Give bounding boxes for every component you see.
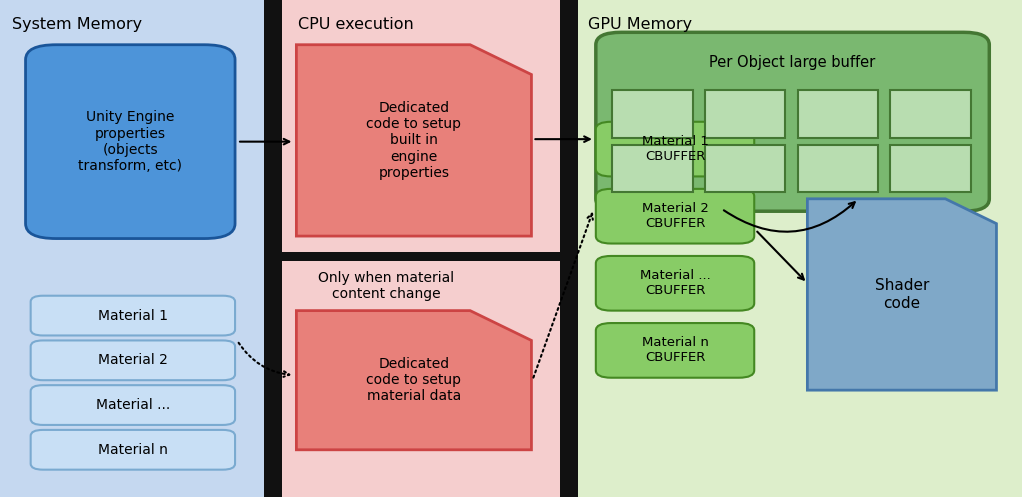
FancyBboxPatch shape bbox=[596, 189, 754, 244]
Text: Material n
CBUFFER: Material n CBUFFER bbox=[642, 336, 708, 364]
Text: Unity Engine
properties
(objects
transform, etc): Unity Engine properties (objects transfo… bbox=[79, 110, 182, 173]
Text: Dedicated
code to setup
built in
engine
properties: Dedicated code to setup built in engine … bbox=[367, 101, 461, 180]
FancyBboxPatch shape bbox=[31, 385, 235, 425]
Bar bbox=[612, 90, 693, 138]
Text: Material ...
CBUFFER: Material ... CBUFFER bbox=[640, 269, 710, 297]
Text: Material 1
CBUFFER: Material 1 CBUFFER bbox=[642, 135, 708, 163]
Text: Material 2: Material 2 bbox=[98, 353, 168, 367]
FancyBboxPatch shape bbox=[596, 323, 754, 378]
Text: Dedicated
code to setup
material data: Dedicated code to setup material data bbox=[367, 357, 461, 404]
FancyBboxPatch shape bbox=[31, 430, 235, 470]
Bar bbox=[282, 252, 560, 261]
Text: System Memory: System Memory bbox=[12, 17, 142, 32]
Bar bbox=[264, 0, 282, 497]
Text: Material 1: Material 1 bbox=[98, 309, 168, 323]
Bar bbox=[560, 0, 578, 497]
Bar bbox=[612, 145, 693, 192]
Bar bbox=[0, 0, 264, 497]
Bar bbox=[797, 90, 878, 138]
Text: Shader
code: Shader code bbox=[875, 278, 929, 311]
Text: GPU Memory: GPU Memory bbox=[588, 17, 692, 32]
Text: Material ...: Material ... bbox=[96, 398, 170, 412]
Text: Per Object large buffer: Per Object large buffer bbox=[709, 55, 876, 70]
Polygon shape bbox=[807, 199, 996, 390]
Text: Material 2
CBUFFER: Material 2 CBUFFER bbox=[642, 202, 708, 230]
Text: CPU execution: CPU execution bbox=[298, 17, 414, 32]
FancyBboxPatch shape bbox=[26, 45, 235, 239]
Bar bbox=[282, 0, 560, 252]
Bar bbox=[890, 145, 971, 192]
Text: Material n: Material n bbox=[98, 443, 168, 457]
Bar bbox=[890, 90, 971, 138]
Polygon shape bbox=[296, 45, 531, 236]
Bar bbox=[797, 145, 878, 192]
FancyBboxPatch shape bbox=[31, 340, 235, 380]
Bar bbox=[705, 90, 785, 138]
FancyBboxPatch shape bbox=[31, 296, 235, 335]
Polygon shape bbox=[296, 311, 531, 450]
FancyBboxPatch shape bbox=[596, 32, 989, 211]
Bar bbox=[705, 145, 785, 192]
Bar bbox=[282, 261, 560, 497]
FancyBboxPatch shape bbox=[596, 256, 754, 311]
Text: Only when material
content change: Only when material content change bbox=[318, 271, 455, 301]
FancyBboxPatch shape bbox=[596, 122, 754, 176]
Bar bbox=[578, 0, 1022, 497]
